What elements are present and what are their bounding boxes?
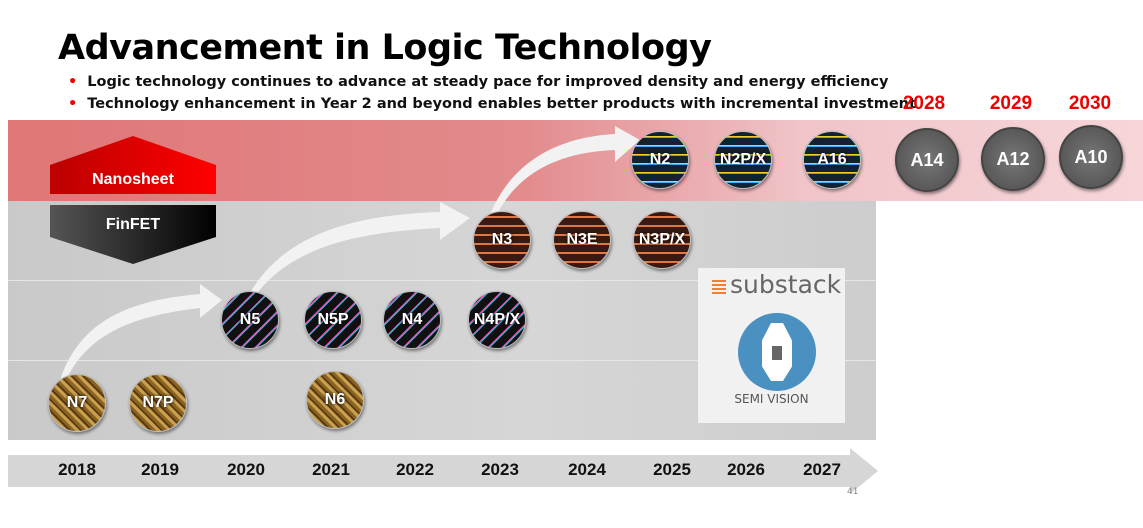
node-n6: N6 xyxy=(306,371,364,429)
bullet-1: • Logic technology continues to advance a… xyxy=(68,74,889,90)
nanosheet-shape xyxy=(50,136,216,194)
slide-title: Advancement in Logic Technology xyxy=(58,28,712,68)
node-n5p: N5P xyxy=(304,291,362,349)
node-a16: A16 xyxy=(803,131,861,189)
substack-icon xyxy=(712,280,726,294)
timeline-year: 2027 xyxy=(803,460,841,479)
watermark-brand: substack xyxy=(730,270,842,299)
watermark: substack SEMI VISION xyxy=(698,268,845,423)
row-divider xyxy=(8,360,876,361)
progress-arrow-3 xyxy=(488,126,640,220)
node-n3px: N3P/X xyxy=(633,211,691,269)
timeline-year: 2024 xyxy=(568,460,606,479)
progress-arrow-2 xyxy=(246,202,470,300)
row-divider xyxy=(8,280,876,281)
finfet-label: FinFET xyxy=(105,216,161,233)
node-n7: N7 xyxy=(48,374,106,432)
watermark-name: SEMI VISION xyxy=(734,392,809,406)
bullet-text: Logic technology continues to advance at… xyxy=(87,74,889,90)
node-a10: A10 xyxy=(1059,125,1123,189)
year-2029: 2029 xyxy=(989,93,1033,114)
timeline-arrow xyxy=(8,448,878,494)
node-n5: N5 xyxy=(221,291,279,349)
node-n3e: N3E xyxy=(553,211,611,269)
page-number: 41 xyxy=(847,487,859,497)
timeline-year: 2021 xyxy=(312,460,350,479)
year-2030: 2030 xyxy=(1068,93,1112,114)
timeline-year: 2020 xyxy=(227,460,265,479)
node-a12: A12 xyxy=(981,127,1045,191)
timeline-year: 2025 xyxy=(653,460,691,479)
timeline-year: 2026 xyxy=(727,460,765,479)
node-n7p: N7P xyxy=(129,374,187,432)
timeline-year: 2018 xyxy=(58,460,96,479)
node-a14: A14 xyxy=(895,128,959,192)
node-n2px: N2P/X xyxy=(714,131,772,189)
progress-arrow-1 xyxy=(60,284,222,380)
nanosheet-label: Nanosheet xyxy=(92,171,174,188)
node-n4: N4 xyxy=(383,291,441,349)
bullet-text: Technology enhancement in Year 2 and bey… xyxy=(87,96,916,112)
node-n3: N3 xyxy=(473,211,531,269)
bullet-2: • Technology enhancement in Year 2 and be… xyxy=(68,96,916,112)
semivision-logo-icon xyxy=(738,313,816,391)
timeline-year: 2023 xyxy=(481,460,519,479)
timeline-year: 2019 xyxy=(141,460,179,479)
year-2028: 2028 xyxy=(902,93,946,114)
timeline-year: 2022 xyxy=(396,460,434,479)
finfet-shape xyxy=(50,205,216,264)
node-n4px: N4P/X xyxy=(468,291,526,349)
node-n2: N2 xyxy=(631,131,689,189)
